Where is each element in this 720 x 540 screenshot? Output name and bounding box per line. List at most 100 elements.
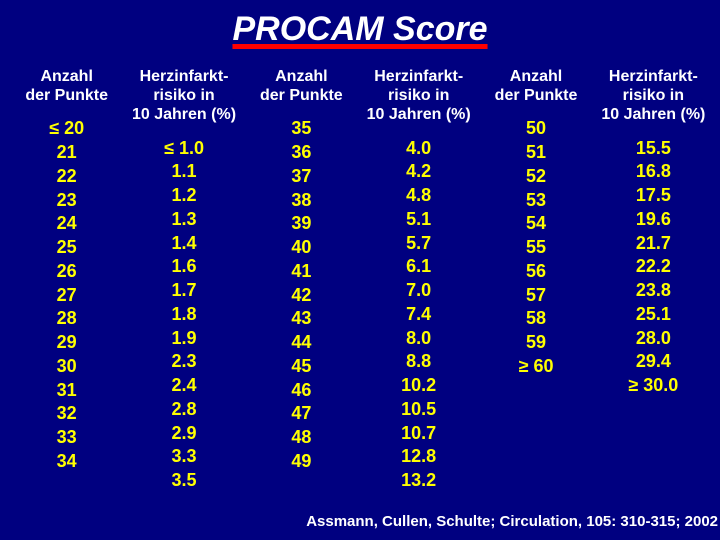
data-cell: 37 <box>243 165 360 189</box>
col1-points-values: ≤ 202122232425262728293031323334 <box>8 117 125 473</box>
col3-risk-values: 15.516.817.519.621.722.223.825.128.029.4… <box>595 137 712 398</box>
data-cell: 39 <box>243 212 360 236</box>
data-cell: 29.4 <box>595 350 712 374</box>
data-columns: Anzahl der Punkte ≤ 20212223242526272829… <box>8 67 712 493</box>
data-cell: 21 <box>8 141 125 165</box>
col3-points: Anzahl der Punkte 50515253545556575859≥ … <box>477 67 594 493</box>
data-cell: 2.3 <box>125 350 242 374</box>
data-cell: 56 <box>477 260 594 284</box>
data-cell: 22.2 <box>595 255 712 279</box>
data-cell: 15.5 <box>595 137 712 161</box>
data-cell: 48 <box>243 426 360 450</box>
column-3: Anzahl der Punkte 50515253545556575859≥ … <box>477 67 712 493</box>
data-cell: 24 <box>8 212 125 236</box>
column-1: Anzahl der Punkte ≤ 20212223242526272829… <box>8 67 243 493</box>
col2-points: Anzahl der Punkte 3536373839404142434445… <box>243 67 360 493</box>
citation: Assmann, Cullen, Schulte; Circulation, 1… <box>306 513 718 532</box>
col1-risk: Herzinfarkt- risiko in 10 Jahren (%) ≤ 1… <box>125 67 242 493</box>
data-cell: 54 <box>477 212 594 236</box>
data-cell: 26 <box>8 260 125 284</box>
slide: PROCAM Score Anzahl der Punkte ≤ 2021222… <box>0 0 720 540</box>
data-cell: 2.8 <box>125 398 242 422</box>
data-cell: 7.0 <box>360 279 477 303</box>
data-cell: 4.0 <box>360 137 477 161</box>
data-cell: ≥ 30.0 <box>595 374 712 398</box>
data-cell: 8.8 <box>360 350 477 374</box>
data-cell: 57 <box>477 284 594 308</box>
col2-points-header: Anzahl der Punkte <box>243 67 360 105</box>
data-cell: 42 <box>243 284 360 308</box>
col2-risk-values: 4.04.24.85.15.76.17.07.48.08.810.210.510… <box>360 137 477 493</box>
data-cell: 36 <box>243 141 360 165</box>
col2-points-values: 353637383940414243444546474849 <box>243 117 360 473</box>
col3-risk: Herzinfarkt- risiko in 10 Jahren (%) 15.… <box>595 67 712 493</box>
data-cell: 25.1 <box>595 303 712 327</box>
data-cell: 1.9 <box>125 327 242 351</box>
data-cell: 23.8 <box>595 279 712 303</box>
data-cell: 27 <box>8 284 125 308</box>
data-cell: 16.8 <box>595 160 712 184</box>
data-cell: 12.8 <box>360 445 477 469</box>
data-cell: 40 <box>243 236 360 260</box>
data-cell: 1.7 <box>125 279 242 303</box>
data-cell: 32 <box>8 402 125 426</box>
col3-risk-header: Herzinfarkt- risiko in 10 Jahren (%) <box>595 67 712 125</box>
col1-risk-header: Herzinfarkt- risiko in 10 Jahren (%) <box>125 67 242 125</box>
data-cell: ≥ 60 <box>477 355 594 379</box>
col2-risk: Herzinfarkt- risiko in 10 Jahren (%) 4.0… <box>360 67 477 493</box>
col1-points-header: Anzahl der Punkte <box>8 67 125 105</box>
data-cell: 23 <box>8 189 125 213</box>
data-cell: 59 <box>477 331 594 355</box>
data-cell: 3.3 <box>125 445 242 469</box>
data-cell: 28.0 <box>595 327 712 351</box>
data-cell: 4.2 <box>360 160 477 184</box>
data-cell: 31 <box>8 379 125 403</box>
data-cell: 4.8 <box>360 184 477 208</box>
column-2: Anzahl der Punkte 3536373839404142434445… <box>243 67 478 493</box>
data-cell: 49 <box>243 450 360 474</box>
data-cell: 50 <box>477 117 594 141</box>
page-title: PROCAM Score <box>232 10 487 49</box>
data-cell: 1.1 <box>125 160 242 184</box>
col2-risk-header: Herzinfarkt- risiko in 10 Jahren (%) <box>360 67 477 125</box>
data-cell: 45 <box>243 355 360 379</box>
data-cell: 5.7 <box>360 232 477 256</box>
data-cell: 21.7 <box>595 232 712 256</box>
data-cell: 10.2 <box>360 374 477 398</box>
data-cell: 28 <box>8 307 125 331</box>
data-cell: 22 <box>8 165 125 189</box>
data-cell: 2.9 <box>125 422 242 446</box>
data-cell: 55 <box>477 236 594 260</box>
data-cell: 47 <box>243 402 360 426</box>
data-cell: 19.6 <box>595 208 712 232</box>
data-cell: 13.2 <box>360 469 477 493</box>
data-cell: 7.4 <box>360 303 477 327</box>
data-cell: 5.1 <box>360 208 477 232</box>
data-cell: 38 <box>243 189 360 213</box>
data-cell: 10.5 <box>360 398 477 422</box>
data-cell: 2.4 <box>125 374 242 398</box>
data-cell: 1.3 <box>125 208 242 232</box>
data-cell: 29 <box>8 331 125 355</box>
data-cell: 33 <box>8 426 125 450</box>
data-cell: 30 <box>8 355 125 379</box>
col3-points-values: 50515253545556575859≥ 60 <box>477 117 594 378</box>
data-cell: 44 <box>243 331 360 355</box>
data-cell: 17.5 <box>595 184 712 208</box>
data-cell: 8.0 <box>360 327 477 351</box>
data-cell: 3.5 <box>125 469 242 493</box>
data-cell: 52 <box>477 165 594 189</box>
data-cell: 6.1 <box>360 255 477 279</box>
data-cell: 35 <box>243 117 360 141</box>
data-cell: ≤ 1.0 <box>125 137 242 161</box>
data-cell: 1.6 <box>125 255 242 279</box>
data-cell: 58 <box>477 307 594 331</box>
col1-points: Anzahl der Punkte ≤ 20212223242526272829… <box>8 67 125 493</box>
col3-points-header: Anzahl der Punkte <box>477 67 594 105</box>
col1-risk-values: ≤ 1.01.11.21.31.41.61.71.81.92.32.42.82.… <box>125 137 242 493</box>
data-cell: 46 <box>243 379 360 403</box>
data-cell: 53 <box>477 189 594 213</box>
data-cell: 34 <box>8 450 125 474</box>
data-cell: 41 <box>243 260 360 284</box>
data-cell: 1.4 <box>125 232 242 256</box>
